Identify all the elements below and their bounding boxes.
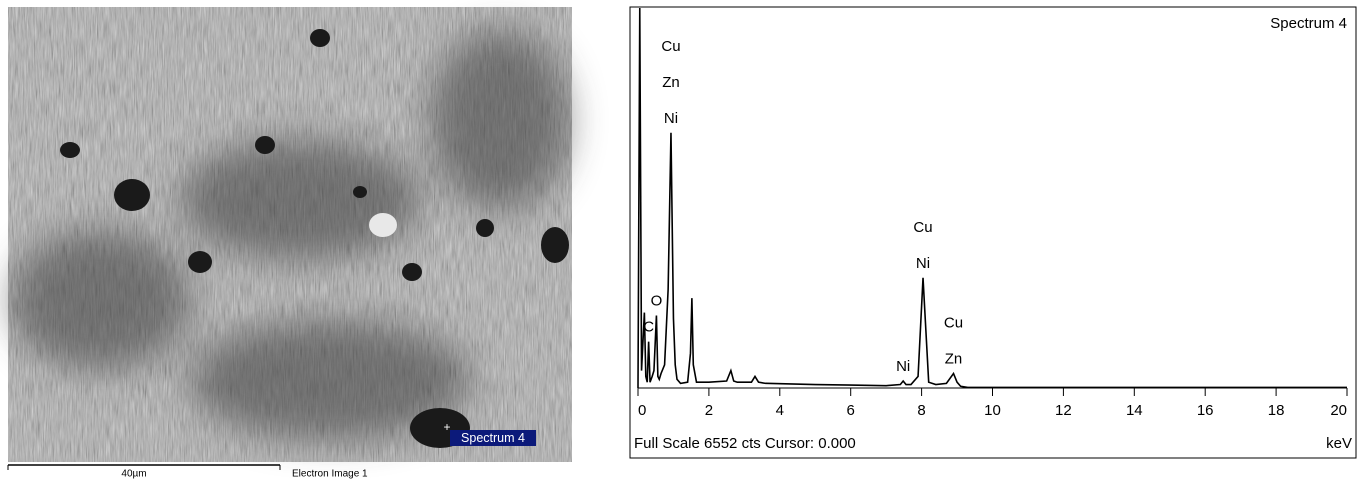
- spectrum-chart: Spectrum 4 Full Scale 6552 cts Cursor: 0…: [630, 7, 1356, 458]
- peak-label: Cu: [913, 219, 932, 236]
- x-tick-label: 4: [776, 402, 784, 419]
- image-caption: Electron Image 1: [292, 469, 368, 480]
- x-tick-label: 10: [984, 402, 1001, 419]
- x-tick-label: 14: [1126, 402, 1143, 419]
- x-tick-label: 20: [1330, 402, 1347, 419]
- marker-cross: +: [443, 420, 450, 434]
- figure: + Spectrum 4 40µm Electron Image 1 Spect…: [0, 0, 1363, 480]
- peak-label: Ni: [896, 358, 910, 375]
- peak-label: Ni: [916, 255, 930, 272]
- x-tick-label: 8: [917, 402, 925, 419]
- x-tick-label: 2: [705, 402, 713, 419]
- peak-label: C: [643, 319, 654, 336]
- peak-label: Ni: [664, 110, 678, 127]
- x-axis-label: keV: [1326, 435, 1352, 452]
- x-tick-label: 0: [638, 402, 646, 419]
- scale-label: 40µm: [121, 469, 146, 480]
- peak-label: Cu: [944, 314, 963, 331]
- x-tick-label: 6: [847, 402, 855, 419]
- x-tick-label: 16: [1197, 402, 1214, 419]
- sem-image: + Spectrum 4 40µm Electron Image 1: [8, 7, 572, 480]
- peak-label: O: [651, 292, 663, 309]
- x-tick-label: 18: [1268, 402, 1285, 419]
- x-tick-label: 12: [1055, 402, 1072, 419]
- chart-title: Spectrum 4: [1270, 15, 1347, 32]
- footer: Full Scale 6552 cts Cursor: 0.000: [634, 435, 856, 452]
- peak-label: Zn: [662, 74, 680, 91]
- marker-label: Spectrum 4: [461, 431, 525, 445]
- peak-label: Zn: [945, 350, 963, 367]
- page: + Spectrum 4 40µm Electron Image 1 Spect…: [0, 0, 1363, 485]
- peak-label: Cu: [661, 38, 680, 55]
